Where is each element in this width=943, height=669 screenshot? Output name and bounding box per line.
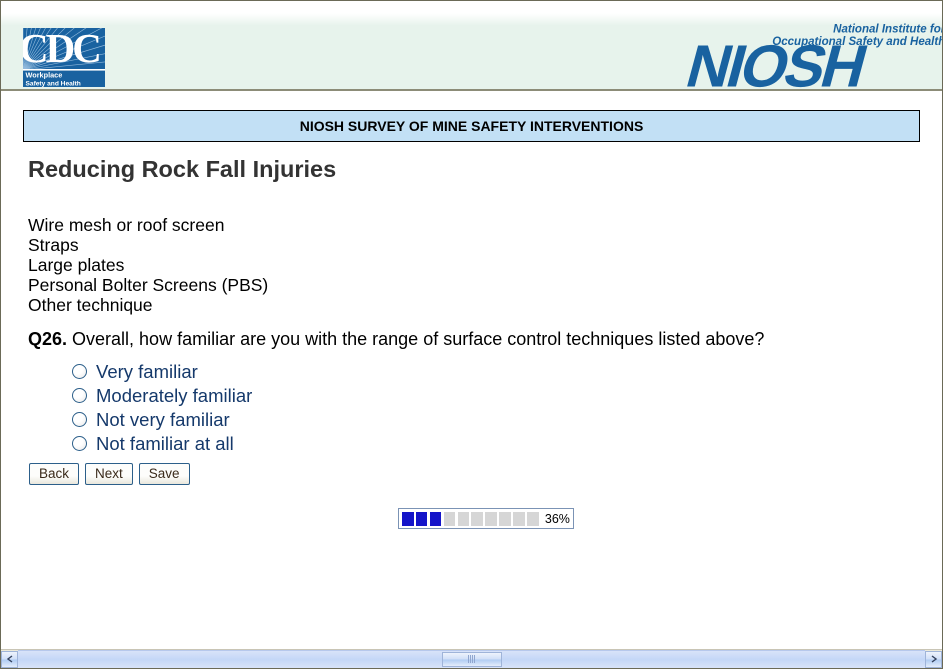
svg-text:CDC: CDC bbox=[23, 28, 99, 71]
svg-text:Safety and Health: Safety and Health bbox=[26, 80, 81, 87]
svg-text:NIOSH: NIOSH bbox=[680, 32, 872, 99]
svg-text:Workplace: Workplace bbox=[26, 71, 63, 80]
